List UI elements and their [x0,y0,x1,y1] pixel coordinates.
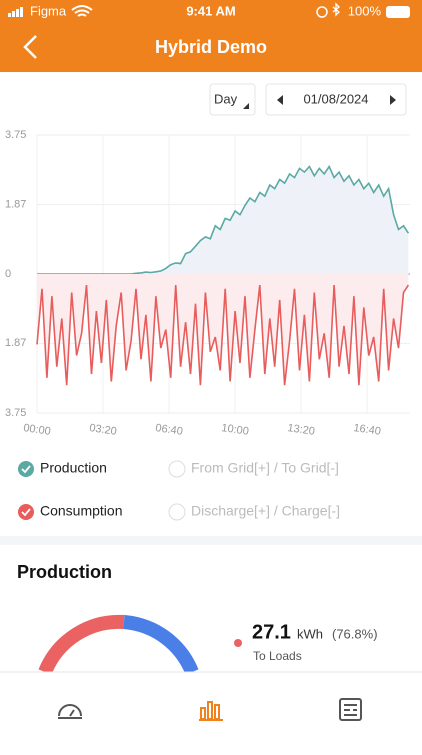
header-bar [0,0,422,72]
check-mark [21,508,31,517]
y-tick-label: 0 [5,268,11,280]
period-select[interactable] [209,83,256,116]
x-tick-label: 13:20 [287,422,316,438]
x-tick-label: 03:20 [89,422,118,438]
x-tick-label: 00:00 [23,422,52,438]
section-title: Production [17,562,112,582]
alarm-icon [316,6,328,18]
signal-icon [8,7,23,17]
carrier: Figma [30,3,67,18]
x-tick-label: 10:00 [221,422,250,438]
chart: 3.75 1.87 0 1.87 3.75 00:00 03:20 06:40 10:00 13:… [5,129,410,438]
x-tick-label: 16:40 [353,422,382,438]
y-tick-label: 1.87 [5,199,26,211]
y-tick-label: 3.75 [5,407,26,419]
next-date[interactable] [390,95,396,105]
clock: 9:41 AM [186,3,235,18]
kpi-label: To Loads [253,649,302,663]
legend-check[interactable] [18,504,34,520]
date-picker[interactable] [265,83,407,116]
donut-segment [123,615,199,675]
kpi-percent: (76.8%) [332,626,378,641]
area-fill [37,166,409,274]
kpi-value: 27.1 [252,621,291,643]
y-tick-label: 3.75 [5,129,26,141]
period-text: Day [214,91,238,106]
wifi-icon [71,5,93,17]
battery-icon [386,6,410,18]
legend-check[interactable] [168,503,186,521]
date-text: 01/08/2024 [303,91,368,106]
chart-tab[interactable] [199,701,223,721]
bluetooth-icon [332,2,340,17]
report-tab[interactable] [339,698,362,721]
legend-label[interactable]: Discharge[+] / Charge[-] [191,503,340,519]
legend-check[interactable] [168,460,186,478]
legend-label[interactable]: Production [40,460,107,476]
donut-segment [38,614,125,675]
legend-dot [234,639,242,647]
kpi-unit: kWh [297,626,323,641]
x-tick-label: 06:40 [155,422,184,438]
legend-label[interactable]: Consumption [40,503,123,519]
legend-check[interactable] [18,461,34,477]
dropdown-arrow [243,103,249,109]
check-mark [21,465,31,474]
separator [0,536,422,545]
y-tick-label: 1.87 [5,337,26,349]
page-title: Hybrid Demo [155,37,267,57]
battery-text: 100% [348,3,382,18]
legend-label[interactable]: From Grid[+] / To Grid[-] [191,460,339,476]
dashboard-tab[interactable] [58,704,82,719]
line [36,284,410,386]
prev-date[interactable] [277,95,283,105]
back-button[interactable] [23,35,37,59]
